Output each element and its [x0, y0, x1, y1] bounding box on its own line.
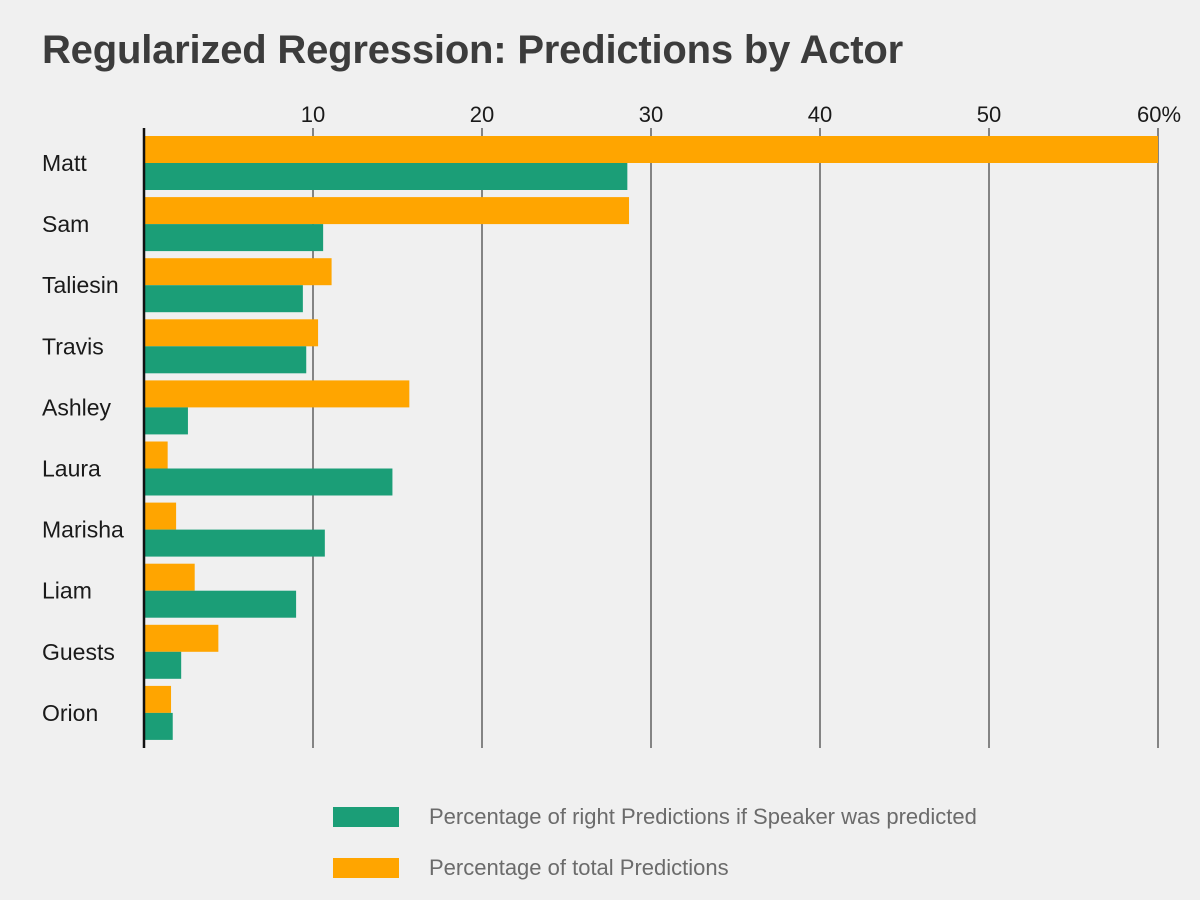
category-label: Matt — [42, 150, 87, 176]
bar-right-predictions — [144, 529, 325, 557]
bar-right-predictions — [144, 712, 173, 740]
bar-total-predictions — [144, 136, 1158, 163]
bar-total-predictions — [144, 502, 177, 530]
bar-right-predictions — [144, 224, 324, 252]
bar-right-predictions — [144, 590, 297, 618]
category-label: Laura — [42, 456, 101, 482]
x-tick-label: 30 — [639, 102, 663, 127]
category-label: Ashley — [42, 394, 112, 420]
category-label: Taliesin — [42, 272, 119, 298]
x-tick-label: 10 — [301, 102, 325, 127]
category-label: Sam — [42, 211, 89, 237]
chart-title: Regularized Regression: Predictions by A… — [42, 28, 904, 72]
bar-total-predictions — [144, 380, 410, 408]
bar-right-predictions — [144, 163, 628, 190]
legend-item-right-predictions: Percentage of right Predictions if Speak… — [333, 798, 977, 836]
x-tick-label: 40 — [808, 102, 832, 127]
x-tick-label: 50 — [977, 102, 1001, 127]
bar-right-predictions — [144, 285, 303, 313]
bar-right-predictions — [144, 468, 393, 496]
category-label: Guests — [42, 639, 115, 665]
legend-label-right-predictions: Percentage of right Predictions if Speak… — [429, 804, 977, 829]
category-label: Travis — [42, 333, 104, 359]
category-label: Marisha — [42, 517, 124, 543]
x-tick-label: 60% — [1137, 102, 1181, 127]
bar-total-predictions — [144, 319, 319, 347]
chart-legend: Percentage of right Predictions if Speak… — [333, 798, 977, 900]
bar-total-predictions — [144, 258, 332, 286]
category-label: Orion — [42, 700, 98, 726]
bar-total-predictions — [144, 624, 219, 652]
bar-right-predictions — [144, 651, 182, 679]
x-tick-label: 20 — [470, 102, 494, 127]
legend-item-total-predictions: Percentage of total Predictions — [333, 849, 977, 887]
legend-swatch-green — [333, 807, 399, 827]
bar-total-predictions — [144, 685, 172, 713]
category-label: Liam — [42, 578, 92, 604]
bar-total-predictions — [144, 563, 195, 591]
bar-right-predictions — [144, 346, 307, 374]
legend-label-total-predictions: Percentage of total Predictions — [429, 855, 729, 880]
bar-total-predictions — [144, 441, 168, 469]
bar-right-predictions — [144, 407, 188, 435]
legend-swatch-orange — [333, 858, 399, 878]
bar-total-predictions — [144, 197, 630, 225]
